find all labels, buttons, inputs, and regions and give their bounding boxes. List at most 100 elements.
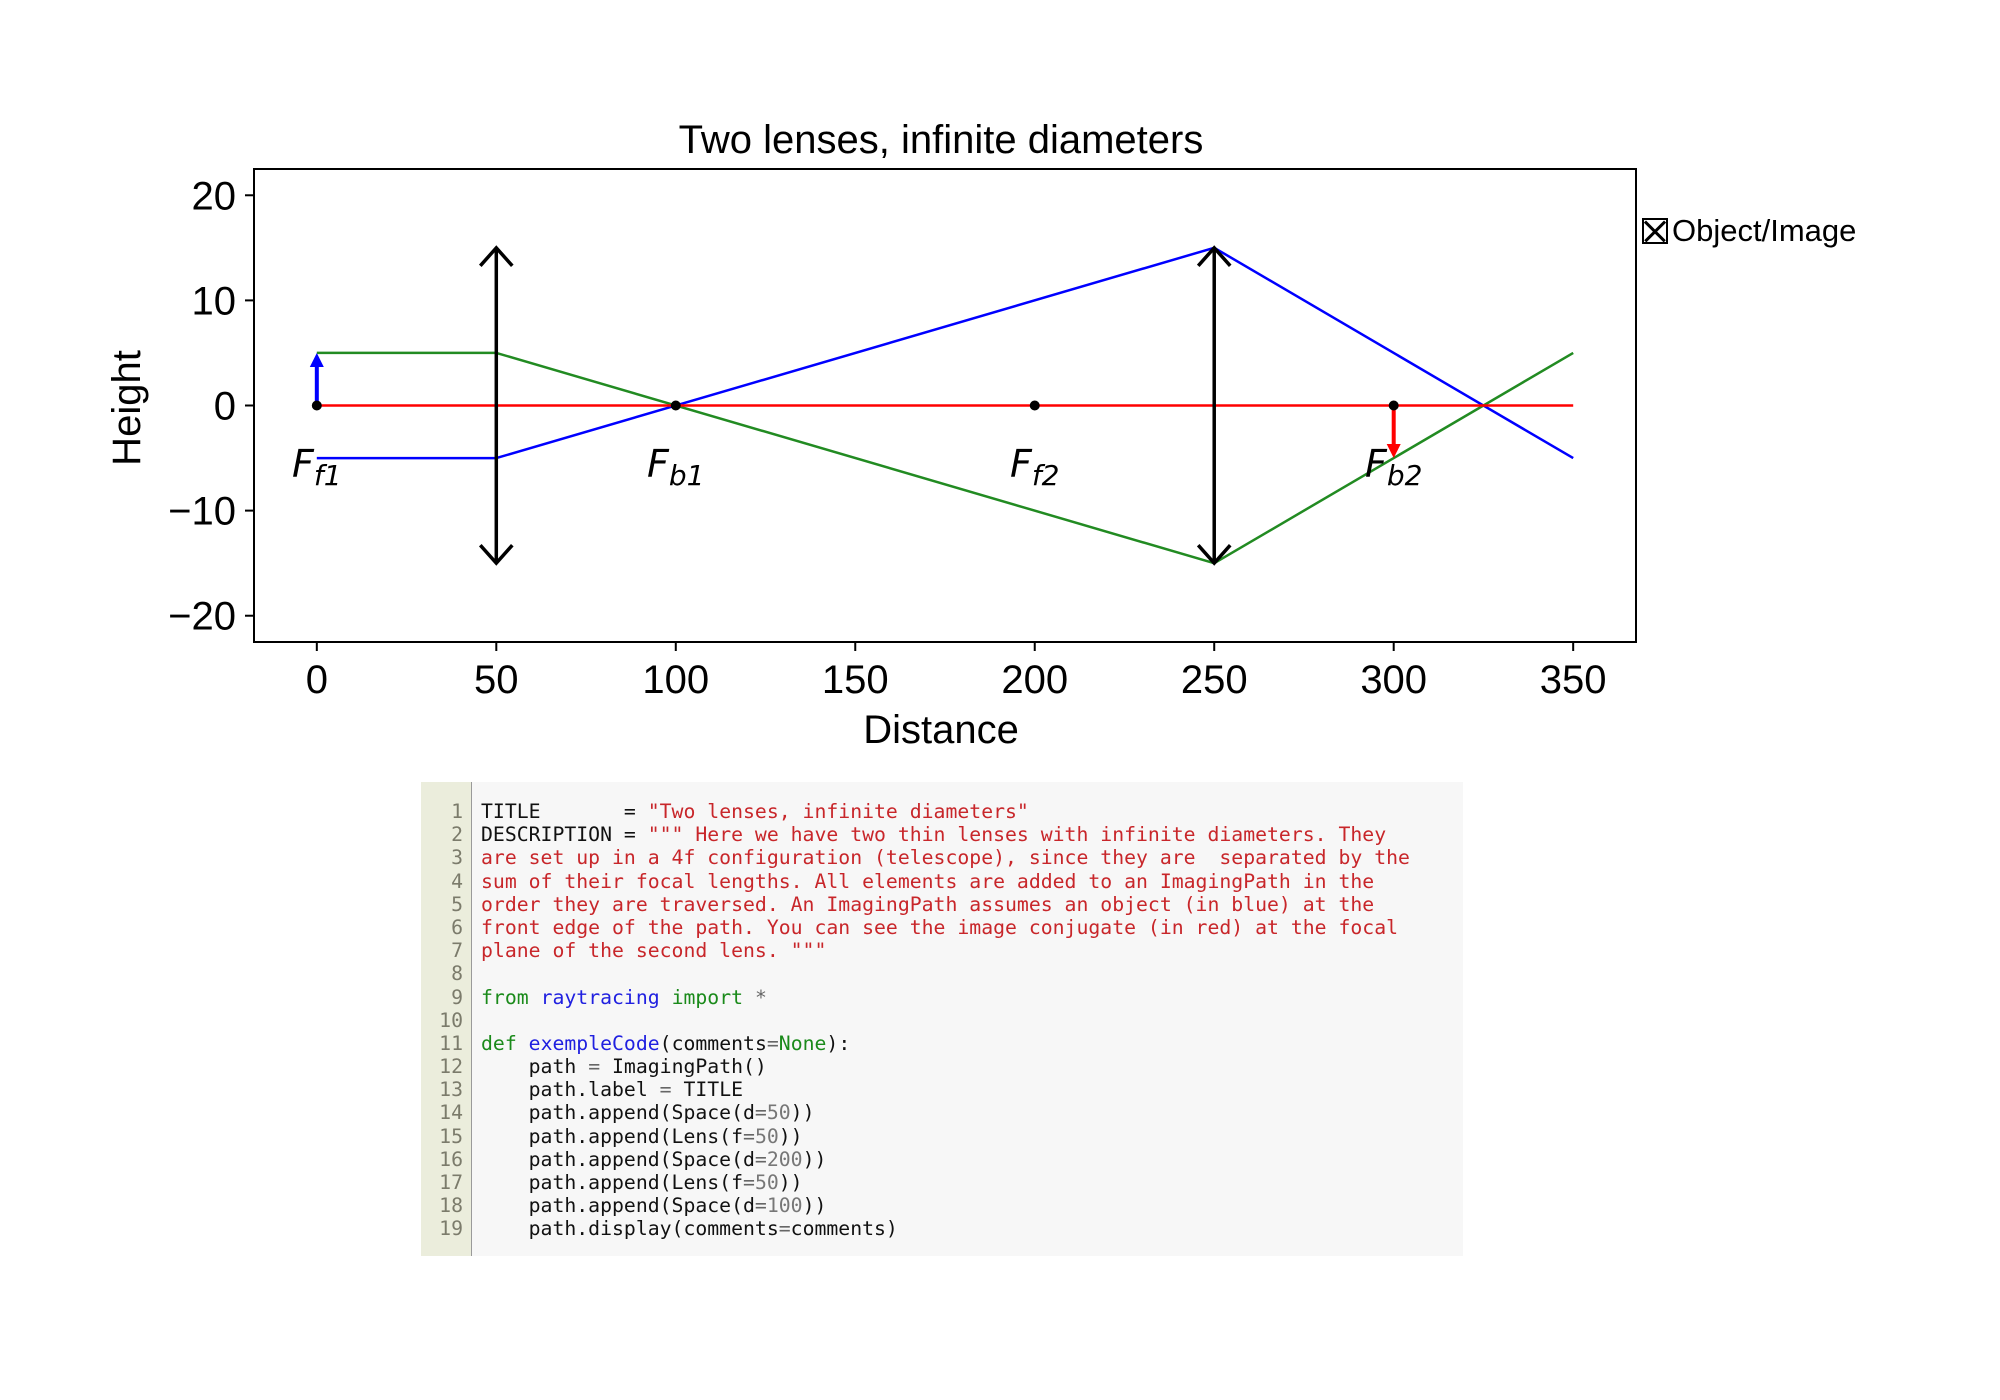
code-token: =	[754, 1194, 767, 1218]
code-line: 19 path.display(comments=comments)	[421, 1217, 1463, 1240]
code-token: =	[766, 1031, 779, 1055]
ray-series-1	[316, 246, 1574, 460]
code-token: 50	[754, 1171, 779, 1194]
code-token: TITLE	[671, 1078, 744, 1102]
focal-point-label-3: Ff2	[1010, 442, 1060, 492]
line-number: 6	[451, 915, 463, 939]
code-token	[517, 1032, 529, 1055]
code-token: 50	[766, 1101, 791, 1125]
focal-point-subscript-4: b2	[1387, 459, 1423, 492]
x-axis-label: Distance	[863, 708, 1019, 752]
focal-point-dot-1	[311, 400, 322, 411]
image-arrow-head	[1386, 444, 1401, 459]
code-token: ImagingPath()	[600, 1055, 767, 1079]
code-line: 6 front edge of the path. You can see the…	[421, 916, 1463, 939]
line-code: path.display(comments=comments)	[481, 1217, 898, 1240]
code-line: 5 order they are traversed. An ImagingPat…	[421, 893, 1463, 916]
line-code: from raytracing import *	[481, 986, 767, 1009]
code-token: =	[659, 1078, 672, 1102]
code-token: None	[778, 1031, 827, 1055]
code-line: 3 are set up in a 4f configuration (teles…	[421, 846, 1463, 869]
code-token: TITLE =	[481, 800, 648, 823]
line-code: plane of the second lens. """	[481, 939, 826, 962]
code-line: 8	[421, 962, 1463, 985]
line-number: 3	[451, 846, 463, 870]
focal-point-dot-3	[1029, 400, 1040, 411]
code-line: 9 from raytracing import *	[421, 986, 1463, 1009]
x-tick-label-4: 150	[822, 658, 889, 702]
code-panel: 1 TITLE = "Two lenses, infinite diameters…	[421, 782, 1463, 1256]
code-token: path.append(Space(d	[481, 1194, 755, 1218]
code-token: import	[671, 985, 744, 1009]
lens-1	[478, 245, 514, 566]
code-line: 10	[421, 1009, 1463, 1032]
line-number: 8	[451, 962, 463, 986]
code-token: "Two lenses, infinite diameters"	[647, 800, 1029, 823]
code-token: comments)	[790, 1217, 898, 1241]
code-lines: 1 TITLE = "Two lenses, infinite diameters…	[421, 800, 1463, 1241]
focal-point-label-2: Fb1	[647, 442, 704, 492]
code-token: *	[743, 985, 767, 1009]
code-token: path.append(Space(d	[481, 1147, 755, 1171]
line-code: sum of their focal lengths. All elements…	[481, 870, 1374, 893]
code-token: ))	[802, 1147, 827, 1171]
code-line: 4 sum of their focal lengths. All element…	[421, 870, 1463, 893]
focal-point-dot-2	[670, 400, 681, 411]
line-number: 4	[451, 869, 463, 893]
code-token: =	[754, 1147, 767, 1171]
code-token: """ Here we have two thin lenses with in…	[647, 823, 1387, 847]
code-token: 200	[766, 1147, 803, 1171]
code-line: 16 path.append(Space(d=200))	[421, 1148, 1463, 1171]
line-code: path.append(Space(d=100))	[481, 1194, 827, 1218]
y-tick-label-4: −10	[168, 490, 236, 534]
line-code: path.append(Lens(f=50))	[481, 1171, 803, 1194]
legend-label: Object/Image	[1672, 213, 1857, 248]
line-code: TITLE = "Two lenses, infinite diameters"	[481, 800, 1029, 823]
x-tick-label-7: 300	[1360, 658, 1427, 702]
code-token: ):	[826, 1031, 851, 1055]
line-number: 7	[451, 939, 463, 963]
line-number: 18	[439, 1194, 463, 1218]
code-token: ))	[778, 1124, 803, 1148]
code-token: path.append(Lens(f	[481, 1124, 744, 1148]
lens-2	[1196, 245, 1232, 566]
chart-legend: Object/Image	[1642, 213, 1856, 249]
ray-trace-chart: Two lenses, infinite diameters Ff1 Fb1 Ff2…	[105, 118, 1637, 752]
line-number: 5	[451, 892, 463, 916]
code-token: =	[743, 1124, 755, 1148]
line-code: are set up in a 4f configuration (telesc…	[481, 846, 1410, 869]
code-token: exempleCode	[528, 1031, 660, 1055]
code-token: =	[588, 1055, 601, 1079]
line-code: order they are traversed. An ImagingPath…	[481, 893, 1374, 916]
x-tick-label-5: 200	[1001, 658, 1068, 702]
line-number: 9	[451, 985, 463, 1009]
code-token: =	[754, 1101, 767, 1125]
line-number: 15	[439, 1124, 463, 1148]
code-token: path.label	[481, 1078, 660, 1102]
lens-bottom-arrowhead-2	[1196, 544, 1232, 566]
chart-title: Two lenses, infinite diameters	[679, 118, 1204, 162]
code-token: path	[481, 1055, 589, 1079]
lens-top-arrowhead-2	[1196, 245, 1232, 267]
legend-marker-icon	[1642, 218, 1668, 244]
object-arrow-head	[309, 352, 324, 367]
line-number: 12	[439, 1055, 463, 1079]
line-code: DESCRIPTION = """ Here we have two thin …	[481, 823, 1386, 846]
y-axis-label: Height	[105, 350, 149, 466]
code-line: 13 path.label = TITLE	[421, 1078, 1463, 1101]
code-token: 50	[754, 1124, 779, 1148]
code-token: are set up in a 4f configuration (telesc…	[481, 846, 1410, 870]
code-line: 11 def exempleCode(comments=None):	[421, 1032, 1463, 1055]
code-token: path.display(comments	[481, 1217, 779, 1241]
line-code: path.append(Space(d=200))	[481, 1147, 827, 1171]
y-tick-label-5: −20	[168, 595, 236, 639]
x-tick-label-6: 250	[1181, 658, 1248, 702]
code-token: ))	[778, 1171, 803, 1194]
code-line: 7 plane of the second lens. """	[421, 939, 1463, 962]
code-line: 17 path.append(Lens(f=50))	[421, 1171, 1463, 1194]
code-token: front edge of the path. You can see the …	[481, 915, 1399, 939]
line-number: 11	[439, 1031, 463, 1055]
code-line: 14 path.append(Space(d=50))	[421, 1101, 1463, 1124]
lens-top-arrowhead-1	[478, 245, 514, 267]
